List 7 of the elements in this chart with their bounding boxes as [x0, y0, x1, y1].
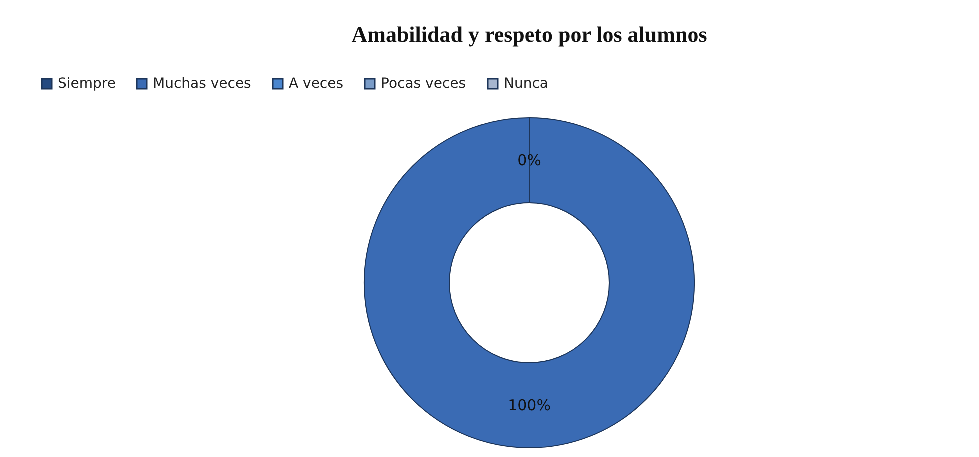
legend-label: Nunca: [504, 76, 548, 92]
legend-label: Siempre: [58, 76, 116, 92]
legend-label: Muchas veces: [153, 76, 252, 92]
legend-label: A veces: [289, 76, 344, 92]
data-label: 100%: [508, 396, 551, 414]
chart-title: Amabilidad y respeto por los alumnos: [352, 22, 708, 47]
legend-label: Pocas veces: [381, 76, 466, 92]
